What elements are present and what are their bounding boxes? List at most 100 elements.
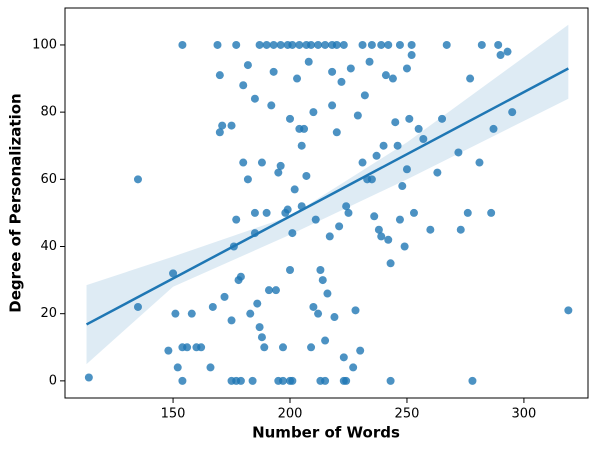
point [466,74,475,83]
point [311,215,320,224]
y-tick-label: 0 [49,373,57,388]
point [398,182,407,191]
point [321,40,330,49]
point [367,175,376,184]
point [133,302,142,311]
point [264,286,273,295]
point [337,77,346,86]
point [307,343,316,352]
point [248,376,257,385]
point [318,276,327,285]
point [402,165,411,174]
point [220,292,229,301]
point [257,158,266,167]
y-tick-label: 80 [40,105,57,120]
point [342,202,351,211]
point [477,40,486,49]
point [307,40,316,49]
point [316,266,325,275]
point [171,309,180,318]
point [288,376,297,385]
point [271,286,280,295]
point [288,229,297,238]
point [386,259,395,268]
point [314,309,323,318]
point [328,67,337,76]
point [164,346,173,355]
point [133,175,142,184]
point [243,175,252,184]
point [377,232,386,241]
point [297,141,306,150]
point [262,208,271,217]
y-tick-label: 20 [40,306,57,321]
point [407,40,416,49]
point [255,323,264,332]
point [367,40,376,49]
point [456,225,465,234]
point [328,101,337,110]
point [269,40,278,49]
point [487,208,496,217]
point [426,225,435,234]
point [419,135,428,144]
point [374,225,383,234]
point [253,299,262,308]
point [84,373,93,382]
point [388,74,397,83]
point [215,71,224,80]
y-tick-label: 100 [32,37,57,52]
point [384,235,393,244]
point [321,336,330,345]
point [353,111,362,120]
point [332,128,341,137]
point [260,343,269,352]
point [314,40,323,49]
point [384,40,393,49]
point [339,353,348,362]
point [372,151,381,160]
point [356,346,365,355]
point [330,313,339,322]
point [393,141,402,150]
point [304,57,313,66]
point [173,363,182,372]
point [454,148,463,157]
point [358,40,367,49]
point [438,114,447,123]
point [227,121,236,130]
point [178,40,187,49]
point [339,40,348,49]
x-tick-label: 200 [278,407,303,422]
point [360,91,369,100]
point [178,376,187,385]
plot-frame [64,7,589,399]
point [496,51,505,60]
point [250,94,259,103]
point [386,376,395,385]
point [335,222,344,231]
point [269,67,278,76]
point [494,40,503,49]
point [395,215,404,224]
point [302,171,311,180]
x-axis-label: Number of Words [252,424,400,442]
point [290,185,299,194]
point [414,124,423,133]
confidence-band [86,24,569,365]
point [300,124,309,133]
point [295,40,304,49]
point [342,376,351,385]
point [288,40,297,49]
point [278,343,287,352]
point [463,208,472,217]
point [433,168,442,177]
point [370,212,379,221]
point [208,302,217,311]
point [232,40,241,49]
point [286,114,295,123]
point [293,74,302,83]
point [405,114,414,123]
point [278,376,287,385]
